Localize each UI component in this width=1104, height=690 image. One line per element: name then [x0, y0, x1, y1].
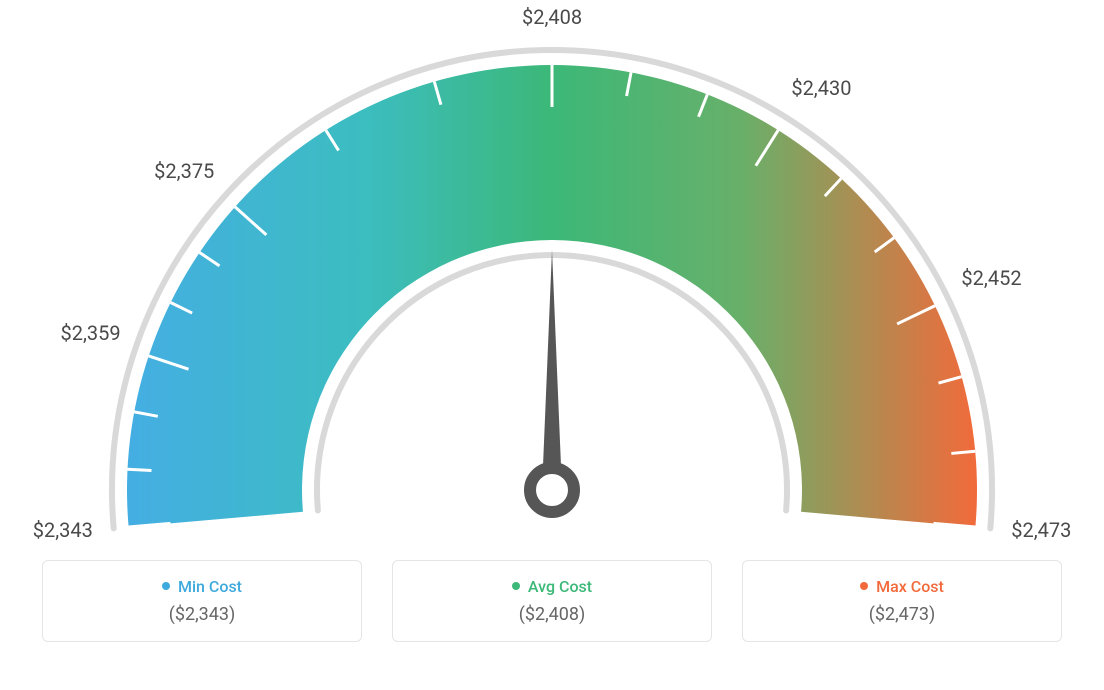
max-cost-label: Max Cost [876, 577, 944, 596]
avg-cost-label: Avg Cost [528, 577, 592, 596]
gauge-tick-label: $2,452 [961, 266, 1021, 290]
gauge-tick-label: $2,343 [33, 518, 93, 542]
legend-card-max: Max Cost ($2,473) [742, 560, 1062, 642]
legend-card-min: Min Cost ($2,343) [42, 560, 362, 642]
avg-cost-value: ($2,408) [411, 604, 693, 625]
legend-card-avg: Avg Cost ($2,408) [392, 560, 712, 642]
gauge-tick-label: $2,408 [522, 5, 582, 29]
min-dot-icon [162, 582, 170, 590]
max-dot-icon [860, 582, 868, 590]
gauge-tick-label: $2,473 [1011, 518, 1071, 542]
min-cost-label: Min Cost [178, 577, 242, 596]
min-cost-value: ($2,343) [61, 604, 343, 625]
legend-row: Min Cost ($2,343) Avg Cost ($2,408) Max … [42, 560, 1062, 642]
max-cost-value: ($2,473) [761, 604, 1043, 625]
gauge-tick-label: $2,430 [791, 76, 851, 100]
avg-dot-icon [512, 582, 520, 590]
gauge-svg [0, 0, 1104, 560]
gauge-tick-label: $2,375 [154, 159, 214, 183]
gauge-tick-label: $2,359 [61, 321, 121, 345]
gauge-chart: $2,343 $2,359 $2,375 $2,408 $2,430 $2,452 $2,4… [0, 0, 1104, 560]
